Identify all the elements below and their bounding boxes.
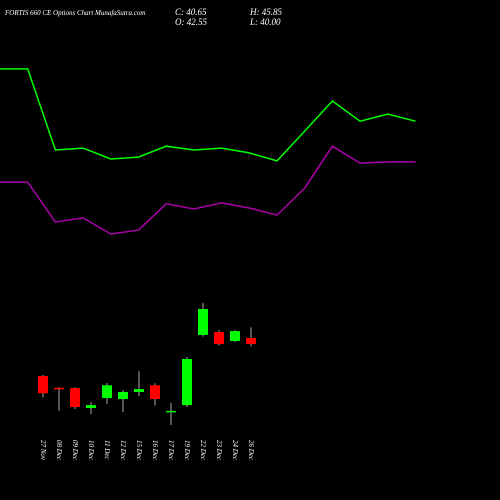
candle-body — [246, 337, 256, 345]
chart-title: FORTIS 660 CE Options Chart MunafaSutra.… — [4, 9, 145, 17]
candle-body — [214, 332, 224, 345]
x-tick-label: 08 Dec — [55, 440, 63, 461]
indicator-line — [0, 68, 416, 162]
candle-body — [70, 388, 80, 408]
x-tick-label: 23 Dec — [215, 440, 223, 461]
x-tick-label: 09 Dec — [71, 440, 79, 461]
x-tick-label: 19 Dec — [183, 440, 191, 461]
x-tick-label: 26 Dec — [247, 440, 255, 461]
close-label: C: 40.65 — [175, 7, 207, 17]
x-tick-label: 15 Dec — [135, 440, 143, 461]
candle-body — [38, 375, 48, 394]
candle-body — [198, 308, 208, 335]
candle-body — [102, 385, 112, 399]
candle-body — [134, 389, 144, 392]
low-label: L: 40.00 — [249, 17, 281, 27]
high-label: H: 45.85 — [249, 7, 282, 17]
x-tick-label: 22 Dec — [199, 440, 207, 461]
candle-body — [118, 391, 128, 400]
x-tick-label: 10 Dec — [87, 440, 95, 461]
candle-body — [150, 385, 160, 400]
candle-body — [86, 405, 96, 409]
x-tick-label: 11 Dec — [103, 440, 111, 460]
open-label: O: 42.55 — [175, 17, 207, 27]
candle-body — [230, 331, 240, 342]
x-tick-label: 27 Nov — [39, 440, 47, 461]
x-tick-label: 24 Dec — [231, 440, 239, 461]
candle-body — [182, 358, 192, 406]
candle-body — [54, 387, 64, 390]
x-tick-label: 16 Dec — [151, 440, 159, 461]
x-tick-label: 17 Dec — [167, 440, 175, 461]
indicator-line — [0, 145, 416, 235]
candle-body — [166, 410, 176, 413]
x-tick-label: 12 Dec — [119, 440, 127, 461]
